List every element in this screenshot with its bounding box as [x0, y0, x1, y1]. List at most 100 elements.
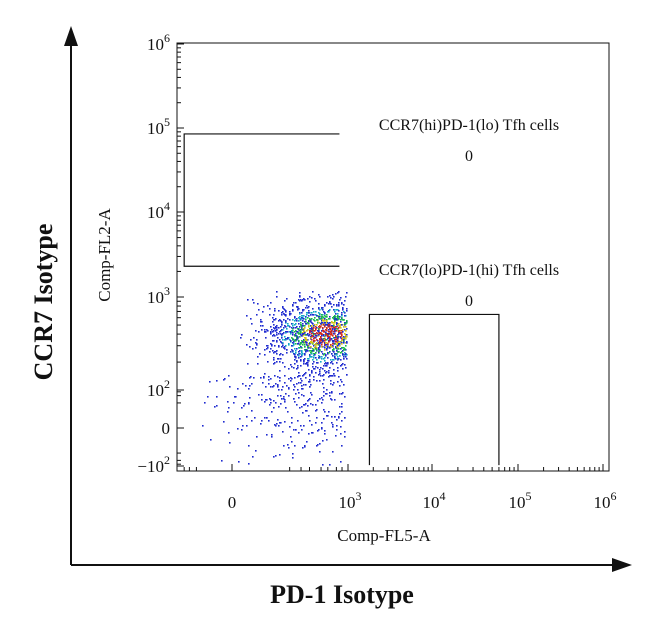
event-dot — [277, 358, 279, 360]
event-dot — [341, 324, 343, 326]
event-dot — [274, 351, 276, 353]
event-dot — [303, 425, 305, 427]
event-dot — [316, 342, 318, 344]
event-dot — [276, 361, 278, 363]
event-dot — [273, 334, 275, 336]
event-dot — [344, 348, 346, 350]
event-dot — [304, 337, 306, 339]
event-dot — [330, 328, 332, 330]
event-dot — [307, 400, 309, 402]
event-dot — [292, 334, 294, 336]
event-dot — [334, 309, 336, 311]
event-dot — [331, 375, 333, 377]
event-dot — [321, 358, 323, 360]
event-dot — [336, 354, 338, 356]
event-dot — [298, 343, 300, 345]
event-dot — [281, 337, 283, 339]
event-dot — [341, 411, 343, 413]
event-dot — [320, 332, 322, 334]
event-dot — [323, 330, 325, 332]
event-dot — [309, 386, 311, 388]
event-dot — [334, 330, 336, 332]
event-dot — [295, 333, 297, 335]
event-dot — [320, 367, 322, 369]
event-dot — [284, 314, 286, 316]
event-dot — [341, 303, 343, 305]
event-dot — [329, 326, 331, 328]
event-dot — [309, 342, 311, 344]
event-dot — [295, 323, 297, 325]
event-dot — [335, 319, 337, 321]
event-dot — [317, 319, 319, 321]
event-dot — [342, 392, 344, 394]
event-dot — [317, 320, 319, 322]
event-dot — [318, 303, 320, 305]
event-dot — [326, 324, 328, 326]
event-dot — [328, 329, 330, 331]
event-dot — [330, 339, 332, 341]
event-dot — [345, 336, 347, 338]
event-dot — [330, 297, 332, 299]
event-dot — [278, 389, 280, 391]
event-dot — [297, 376, 299, 378]
event-dot — [317, 444, 319, 446]
event-dot — [321, 397, 323, 399]
event-dot — [309, 381, 311, 383]
event-dot — [333, 309, 335, 311]
event-dot — [235, 396, 237, 398]
event-dot — [318, 330, 320, 332]
event-dot — [302, 334, 304, 336]
event-dot — [294, 348, 296, 350]
event-dot — [280, 395, 282, 397]
event-dot — [308, 310, 310, 312]
event-dot — [302, 447, 304, 449]
event-dot — [332, 384, 334, 386]
event-dot — [304, 344, 306, 346]
event-dot — [324, 342, 326, 344]
event-dot — [310, 346, 312, 348]
event-dot — [338, 344, 340, 346]
event-dot — [305, 377, 307, 379]
event-dot — [343, 347, 345, 349]
event-dot — [314, 324, 316, 326]
event-dot — [336, 419, 338, 421]
event-dot — [297, 354, 299, 356]
event-dot — [338, 332, 340, 334]
event-dot — [339, 393, 341, 395]
event-dot — [303, 334, 305, 336]
event-dot — [279, 354, 281, 356]
event-dot — [336, 350, 338, 352]
event-dot — [302, 323, 304, 325]
event-dot — [270, 402, 272, 404]
event-dot — [334, 399, 336, 401]
event-dot — [324, 338, 326, 340]
event-dot — [304, 327, 306, 329]
event-dot — [311, 371, 313, 373]
event-dot — [261, 329, 263, 331]
event-dot — [300, 382, 302, 384]
event-dot — [274, 362, 276, 364]
event-dot — [334, 329, 336, 331]
gate-label: CCR7(lo)PD-1(hi) Tfh cells — [379, 262, 559, 279]
event-dot — [313, 353, 315, 355]
event-dot — [336, 319, 338, 321]
x-tick-label: 0 — [228, 493, 237, 512]
event-dot — [312, 363, 314, 365]
event-dot — [334, 319, 336, 321]
event-dot — [329, 316, 331, 318]
event-dot — [343, 339, 345, 341]
event-dot — [317, 400, 319, 402]
event-dot — [275, 402, 277, 404]
event-dot — [345, 354, 347, 356]
event-dot — [275, 383, 277, 385]
event-dot — [337, 356, 339, 358]
event-dot — [302, 325, 304, 327]
event-dot — [299, 353, 301, 355]
event-dot — [336, 324, 338, 326]
event-dot — [310, 319, 312, 321]
event-dot — [318, 307, 320, 309]
event-dot — [342, 339, 344, 341]
event-dot — [321, 344, 323, 346]
event-dot — [320, 342, 322, 344]
event-dot — [307, 360, 309, 362]
